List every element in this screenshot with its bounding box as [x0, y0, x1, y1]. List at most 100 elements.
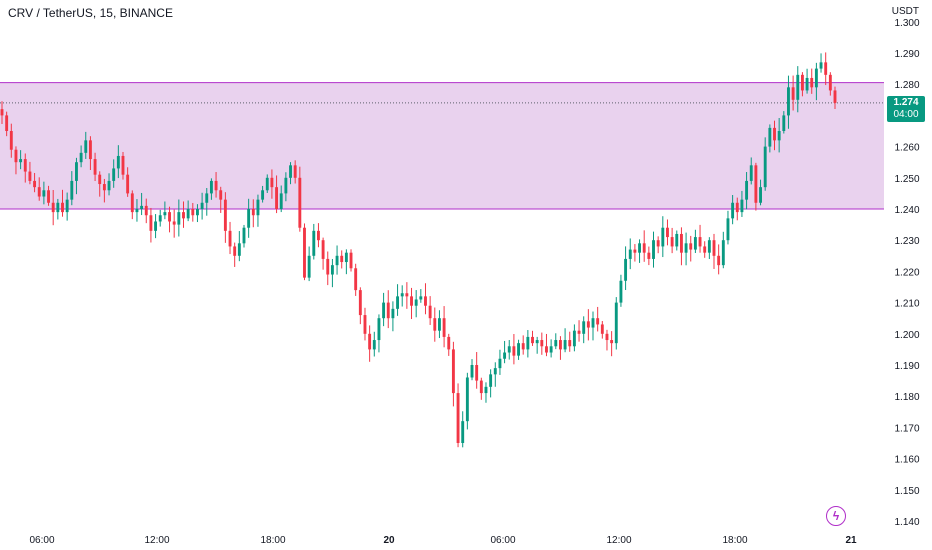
candle-down: [656, 240, 660, 247]
candle-down: [433, 318, 437, 331]
candle-down: [214, 180, 218, 191]
candle-down: [219, 190, 223, 200]
candle-up: [330, 265, 334, 275]
candle-up: [116, 155, 120, 169]
candle-up: [582, 321, 586, 334]
price-tick-label: 1.140: [894, 517, 919, 528]
candle-down: [451, 349, 455, 394]
candle-up: [782, 115, 786, 131]
candle-up: [154, 221, 158, 231]
candle-up: [707, 240, 711, 253]
candle-down: [354, 268, 358, 291]
candle-down: [102, 184, 106, 191]
candle-up: [391, 308, 395, 319]
candle-up: [777, 131, 781, 141]
candle-up: [675, 233, 679, 247]
time-axis[interactable]: 06:00 12:00 18:00 20 06:00 12:00 18:00 21: [29, 535, 857, 546]
candle-down: [600, 324, 604, 334]
candle-up: [79, 152, 83, 163]
candle-down: [405, 293, 409, 297]
candle-up: [437, 318, 441, 331]
candle-down: [126, 174, 130, 194]
candle-up: [745, 180, 749, 200]
candle-up: [344, 252, 348, 263]
candle-down: [326, 258, 330, 275]
price-tick-label: 1.210: [894, 299, 919, 310]
candle-up: [237, 243, 241, 256]
price-tick-label: 1.160: [894, 455, 919, 466]
time-tick-label: 18:00: [722, 535, 747, 546]
candle-down: [33, 180, 37, 188]
candle-up: [693, 237, 697, 250]
candle-down: [298, 177, 302, 228]
candle-up: [652, 240, 655, 259]
candle-up: [507, 346, 511, 353]
price-tick-label: 1.180: [894, 392, 919, 403]
price-tick-label: 1.300: [894, 18, 919, 29]
candle-up: [638, 243, 641, 253]
candle-down: [428, 305, 432, 319]
candle-up: [628, 249, 632, 259]
candle-up: [489, 374, 493, 387]
candle-up: [312, 230, 316, 256]
time-tick-label: 20: [383, 535, 395, 546]
last-price-badge: 1.274 04:00: [887, 96, 925, 122]
candle-down: [51, 202, 55, 213]
candle-up: [684, 243, 688, 253]
candle-down: [182, 212, 185, 219]
price-tick-label: 1.230: [894, 236, 919, 247]
candle-up: [549, 346, 553, 353]
candle-up: [65, 199, 69, 213]
time-tick-label: 12:00: [144, 535, 169, 546]
candle-down: [670, 237, 674, 247]
candle-down: [172, 221, 176, 225]
candle-down: [251, 209, 255, 216]
candle-up: [377, 318, 381, 341]
candle-up: [763, 146, 767, 188]
candle-up: [205, 193, 209, 203]
candle-up: [247, 209, 251, 228]
candle-up: [135, 209, 139, 213]
candle-up: [563, 340, 567, 350]
candle-up: [614, 302, 618, 344]
time-tick-label: 12:00: [606, 535, 631, 546]
candle-down: [368, 333, 372, 350]
candle-up: [158, 215, 162, 222]
candle-up: [787, 87, 790, 116]
candle-up: [335, 255, 339, 266]
candle-down: [228, 230, 232, 247]
lightning-bolt-icon[interactable]: ϟ: [826, 506, 846, 526]
price-axis[interactable]: 1.140 1.150 1.160 1.170 1.180 1.190 1.200 1.210…: [894, 18, 919, 528]
candle-down: [47, 190, 50, 203]
candle-down: [303, 227, 306, 278]
price-tick-label: 1.150: [894, 486, 919, 497]
candle-down: [610, 340, 614, 344]
candle-up: [554, 340, 558, 347]
candle-up: [56, 202, 60, 213]
candle-up: [740, 199, 744, 213]
price-tick-label: 1.190: [894, 361, 919, 372]
candle-down: [14, 149, 18, 163]
candle-down: [349, 252, 353, 269]
candle-down: [521, 343, 525, 350]
price-tick-label: 1.200: [894, 330, 919, 341]
candle-up: [396, 296, 400, 309]
candle-up: [749, 165, 753, 181]
candle-down: [754, 165, 758, 203]
candle-up: [400, 293, 404, 297]
candle-up: [814, 68, 818, 88]
price-tick-label: 1.220: [894, 267, 919, 278]
price-tick-label: 1.250: [894, 174, 919, 185]
candle-down: [191, 209, 195, 216]
candle-down: [531, 336, 534, 344]
candle-down: [317, 230, 320, 241]
candle-up: [535, 340, 539, 344]
candle-up: [591, 318, 595, 328]
candle-down: [586, 321, 590, 328]
candle-up: [19, 159, 23, 163]
candle-down: [410, 296, 413, 306]
candle-down: [679, 233, 683, 253]
candle-up: [726, 218, 730, 241]
candle-up: [819, 62, 823, 69]
